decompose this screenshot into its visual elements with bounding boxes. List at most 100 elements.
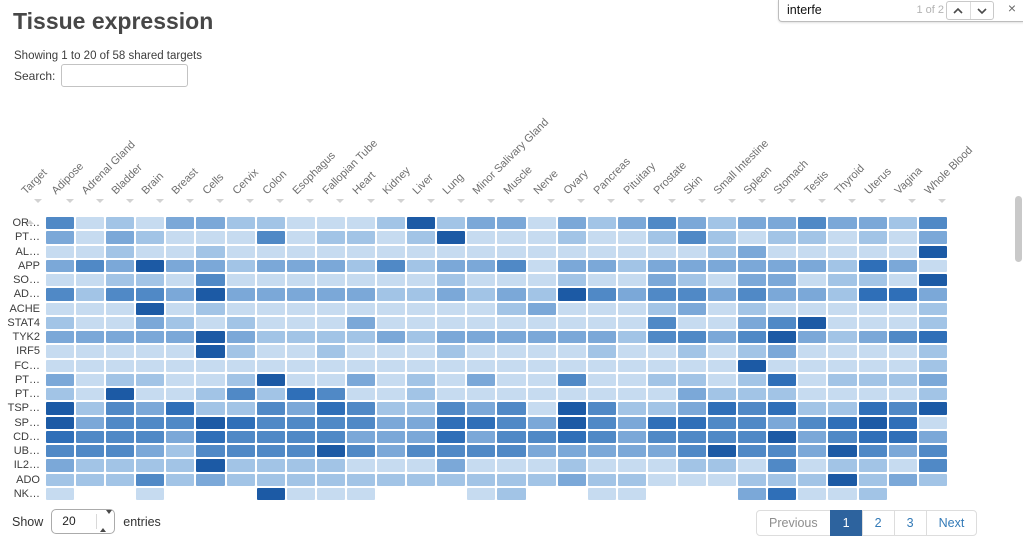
- heatmap-cell: [616, 244, 647, 259]
- heatmap-cell: [165, 401, 196, 416]
- heatmap-cell: [225, 230, 256, 245]
- heatmap-cell: [105, 486, 136, 501]
- heatmap-cell: [917, 330, 948, 345]
- heatmap-cell: [676, 330, 708, 345]
- column-header-skin[interactable]: Skin: [681, 173, 706, 197]
- heatmap-cell: [376, 273, 407, 288]
- heatmap-cell: [135, 358, 166, 373]
- heatmap-cell: [887, 458, 918, 473]
- heatmap-cell: [285, 230, 316, 245]
- scrollbar-thumb[interactable]: [1015, 196, 1022, 262]
- table-row: PT…: [0, 230, 948, 245]
- heatmap-cell: [827, 387, 858, 402]
- heatmap-cell: [135, 344, 166, 359]
- find-previous-button[interactable]: [947, 2, 970, 19]
- column-header-cells[interactable]: Cells: [200, 171, 226, 197]
- heatmap-cell: [75, 287, 106, 302]
- find-query-text[interactable]: interfe: [787, 3, 822, 17]
- heatmap-cell: [345, 444, 377, 459]
- column-header-target[interactable]: Target: [19, 166, 50, 197]
- heatmap-cell: [526, 429, 557, 444]
- page-button-3[interactable]: 3: [893, 510, 927, 536]
- find-close-icon[interactable]: ×: [1007, 0, 1016, 16]
- heatmap-cell: [466, 387, 497, 402]
- chevron-down-icon: [977, 7, 987, 14]
- heatmap-cell: [586, 273, 617, 288]
- heatmap-cell: [917, 429, 948, 444]
- column-header-brain[interactable]: Brain: [139, 170, 167, 197]
- heatmap-cell: [195, 401, 226, 416]
- search-input[interactable]: [61, 64, 189, 87]
- page-button-2[interactable]: 2: [861, 510, 895, 536]
- heatmap-cell: [707, 458, 738, 473]
- heatmap-cell: [767, 415, 798, 430]
- column-header-whole-blood[interactable]: Whole Blood: [922, 144, 975, 197]
- row-label: APP: [17, 259, 40, 272]
- heatmap-cell: [376, 387, 407, 402]
- heatmap-cell: [466, 415, 497, 430]
- heatmap-cell: [315, 429, 346, 444]
- column-header-breast[interactable]: Breast: [169, 166, 201, 197]
- heatmap-cell: [45, 358, 76, 373]
- heatmap-cell: [827, 287, 858, 302]
- heatmap-cell: [225, 372, 256, 387]
- heatmap-cell: [345, 216, 377, 231]
- heatmap-cell: [285, 401, 316, 416]
- table-row: SP…: [0, 415, 948, 430]
- heatmap-cell: [887, 344, 918, 359]
- heatmap-cell: [827, 372, 858, 387]
- column-header-colon[interactable]: Colon: [260, 168, 290, 197]
- column-header-heart[interactable]: Heart: [350, 169, 379, 197]
- heatmap-cell: [827, 458, 858, 473]
- column-header-thyroid[interactable]: Thyroid: [832, 162, 867, 197]
- heatmap-cell: [436, 387, 467, 402]
- previous-page-button[interactable]: Previous: [756, 510, 831, 536]
- column-header-vagina[interactable]: Vagina: [892, 164, 925, 197]
- column-header-lung[interactable]: Lung: [440, 171, 467, 197]
- heatmap-cell: [797, 216, 828, 231]
- heatmap-cell: [376, 258, 407, 273]
- heatmap-cell: [917, 486, 948, 501]
- heatmap-cell: [436, 315, 467, 330]
- heatmap-cell: [887, 472, 918, 487]
- column-header-ovary[interactable]: Ovary: [561, 167, 591, 197]
- heatmap-cell: [737, 387, 768, 402]
- heatmap-cell: [767, 258, 798, 273]
- column-header-cervix[interactable]: Cervix: [230, 166, 261, 197]
- heatmap-cell: [345, 301, 377, 316]
- heatmap-cell: [406, 486, 437, 501]
- heatmap-cell: [676, 358, 708, 373]
- heatmap-cell: [195, 330, 226, 345]
- column-header-liver[interactable]: Liver: [410, 171, 437, 197]
- heatmap-cell: [616, 444, 647, 459]
- heatmap-cell: [917, 287, 948, 302]
- column-header-prostate[interactable]: Prostate: [651, 159, 689, 197]
- column-header-adipose[interactable]: Adipose: [49, 160, 87, 197]
- heatmap-cell: [195, 429, 226, 444]
- column-header-kidney[interactable]: Kidney: [380, 164, 413, 197]
- find-next-button[interactable]: [969, 2, 994, 19]
- heatmap-cell: [526, 216, 557, 231]
- heatmap-cell: [857, 287, 888, 302]
- heatmap-cell: [917, 444, 948, 459]
- heatmap-cell: [285, 315, 316, 330]
- page-size-select[interactable]: 20: [51, 509, 116, 534]
- heatmap-cell: [767, 330, 798, 345]
- heatmap-cell: [195, 301, 226, 316]
- heatmap-cell: [105, 429, 136, 444]
- column-header-nerve[interactable]: Nerve: [531, 167, 561, 197]
- page-button-1[interactable]: 1: [829, 510, 863, 536]
- heatmap-cell: [105, 401, 136, 416]
- heatmap-cell: [315, 486, 346, 501]
- next-page-button[interactable]: Next: [925, 510, 978, 536]
- heatmap-cell: [797, 415, 828, 430]
- column-header-testis[interactable]: Testis: [802, 168, 831, 197]
- heatmap-cell: [797, 344, 828, 359]
- heatmap-cell: [406, 372, 437, 387]
- heatmap-cell: [737, 315, 768, 330]
- heatmap-cell: [285, 372, 316, 387]
- heatmap-cell: [225, 444, 256, 459]
- heatmap-cell: [225, 315, 256, 330]
- heatmap-cell: [767, 372, 798, 387]
- entries-label: entries: [123, 514, 161, 529]
